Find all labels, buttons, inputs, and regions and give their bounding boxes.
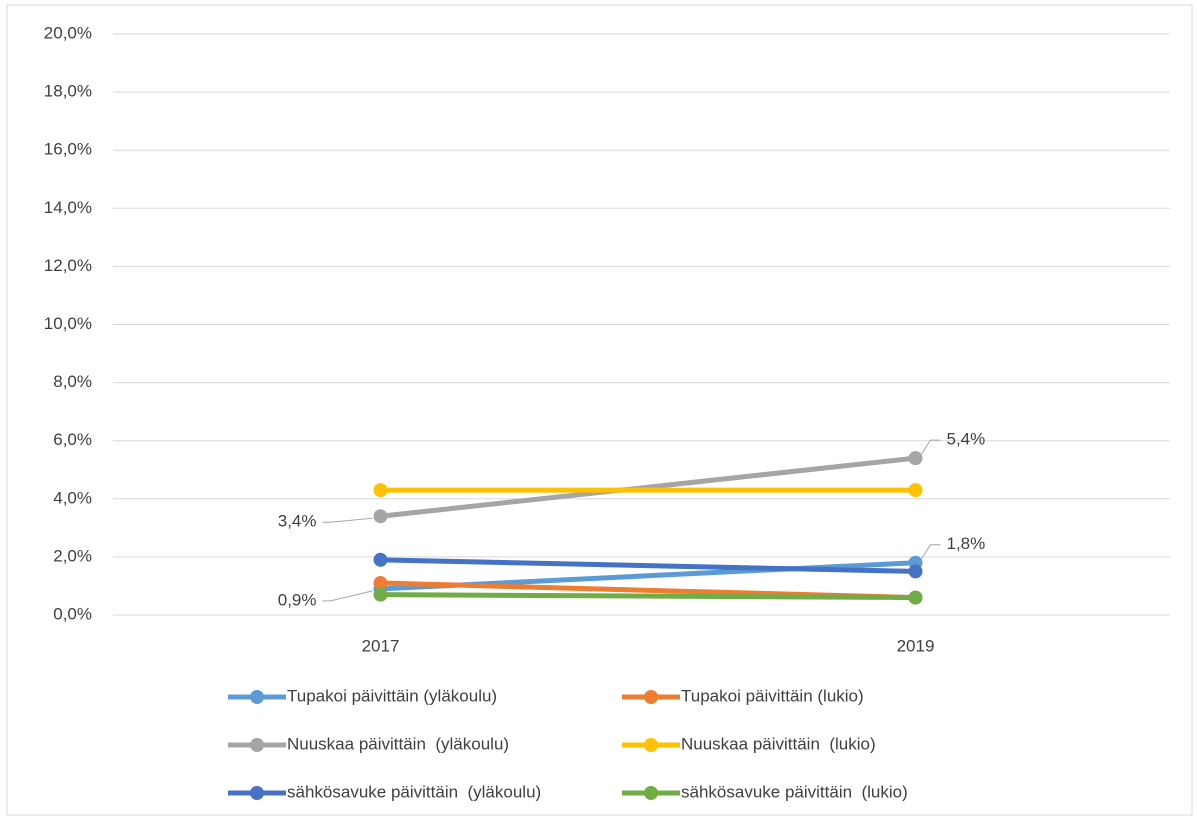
y-tick-label: 14,0% <box>44 198 92 217</box>
data-point <box>908 564 923 579</box>
data-label: 5,4% <box>947 430 986 449</box>
x-tick-label: 2019 <box>897 636 935 655</box>
x-tick-label: 2017 <box>362 636 400 655</box>
data-label: 3,4% <box>278 512 317 531</box>
legend-marker <box>250 738 264 752</box>
y-tick-label: 4,0% <box>53 488 92 507</box>
legend-label: Nuuskaa päivittäin (yläkoulu) <box>287 734 509 753</box>
data-point <box>373 509 388 524</box>
legend-label: Tupakoi päivittäin (yläkoulu) <box>287 686 497 705</box>
data-point <box>908 483 923 498</box>
y-tick-label: 18,0% <box>44 82 92 101</box>
y-tick-label: 10,0% <box>44 314 92 333</box>
y-tick-label: 6,0% <box>53 430 92 449</box>
legend-marker <box>644 786 658 800</box>
data-point <box>373 587 388 602</box>
data-point <box>373 576 388 591</box>
y-tick-label: 16,0% <box>44 140 92 159</box>
leader-line <box>921 544 941 559</box>
chart-border <box>6 4 1193 816</box>
data-point <box>373 483 388 498</box>
legend-label: Nuuskaa päivittäin (lukio) <box>681 734 876 753</box>
series-line <box>378 592 918 601</box>
y-tick-label: 20,0% <box>44 23 92 42</box>
data-label: 1,8% <box>947 534 986 553</box>
leader-line <box>921 439 941 455</box>
legend-marker <box>644 738 658 752</box>
y-tick-label: 12,0% <box>44 256 92 275</box>
series-line <box>378 455 918 519</box>
y-tick-label: 2,0% <box>53 546 92 565</box>
data-point <box>373 552 388 567</box>
legend-label: Tupakoi päivittäin (lukio) <box>681 686 864 705</box>
data-label: 0,9% <box>278 590 317 609</box>
data-point <box>908 590 923 605</box>
series-line <box>378 557 918 574</box>
legend-label: sähkösavuke päivittäin (yläkoulu) <box>287 782 541 801</box>
legend-marker <box>250 690 264 704</box>
leader-line <box>322 517 373 523</box>
leader-line <box>322 590 373 602</box>
y-tick-label: 8,0% <box>53 372 92 391</box>
legend-marker <box>644 690 658 704</box>
legend-label: sähkösavuke päivittäin (lukio) <box>681 782 908 801</box>
legend-marker <box>250 786 264 800</box>
data-point <box>908 451 923 466</box>
y-tick-label: 0,0% <box>53 604 92 623</box>
